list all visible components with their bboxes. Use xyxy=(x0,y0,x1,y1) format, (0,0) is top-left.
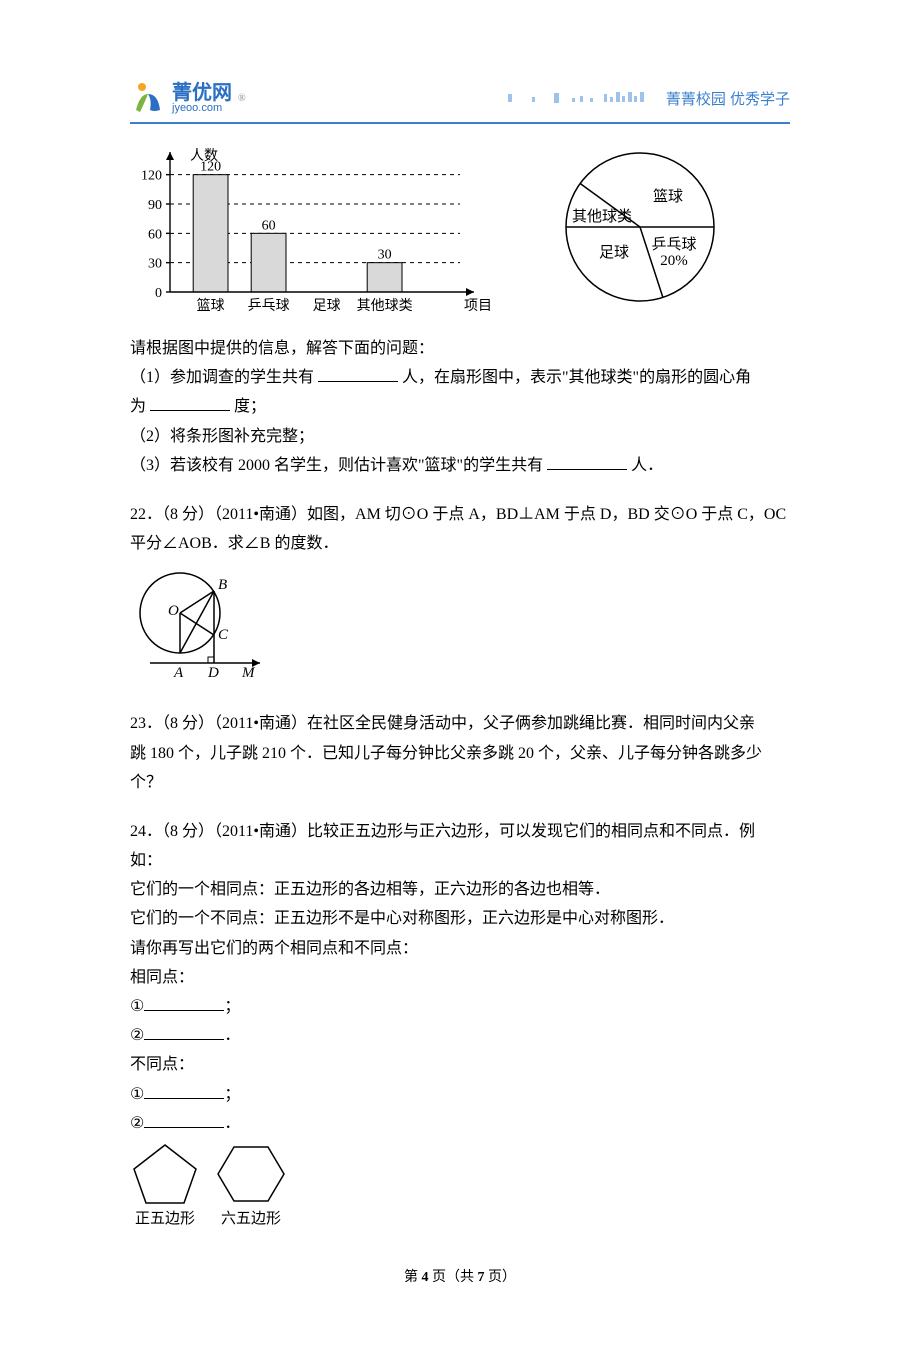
svg-text:60: 60 xyxy=(148,227,162,242)
q21-part2: （2）将条形图补充完整； xyxy=(130,423,790,450)
svg-text:足球: 足球 xyxy=(599,244,629,261)
q24-same-2: ②． xyxy=(130,1022,790,1049)
hexagon-item: 六五边形 xyxy=(214,1141,288,1228)
page-number: 4 xyxy=(422,1270,429,1285)
label-A: A xyxy=(173,665,184,681)
pie-chart: 篮球乒乓球20% 足球 其他球类 xyxy=(530,142,750,317)
svg-text:0: 0 xyxy=(155,286,162,301)
hexagon-label: 六五边形 xyxy=(221,1207,281,1228)
bar-chart: 0306090120120篮球60乒乓球足球30其他球类人数项目 xyxy=(130,142,490,327)
q24-line2: 如： xyxy=(130,847,790,874)
q23-line2: 跳 180 个，儿子跳 210 个．已知儿子每分钟比父亲多跳 20 个，父亲、儿… xyxy=(130,740,790,767)
svg-text:120: 120 xyxy=(141,169,162,184)
logo-text: 菁优网 jyeoo.com xyxy=(172,83,232,114)
logo-cn: 菁优网 xyxy=(172,83,232,103)
svg-text:乒乓球: 乒乓球 xyxy=(651,236,696,253)
label-M: M xyxy=(241,665,256,681)
q22: 22．（8 分）（2011•南通）如图，AM 切⊙O 于点 A，BD⊥AM 于点… xyxy=(130,501,790,688)
pentagon-item: 正五边形 xyxy=(130,1141,200,1228)
q24-instr: 请你再写出它们的两个相同点和不同点： xyxy=(130,935,790,962)
label-B: B xyxy=(218,577,227,593)
page-root: 菁优网 jyeoo.com ® xyxy=(0,0,920,1346)
svg-text:30: 30 xyxy=(378,248,392,263)
q24-same-hdr: 相同点： xyxy=(130,964,790,991)
blank-student-count xyxy=(318,365,398,382)
q21-intro: 请根据图中提供的信息，解答下面的问题： xyxy=(130,335,790,362)
q24-diff-1: ①； xyxy=(130,1081,790,1108)
q22-line1: 22．（8 分）（2011•南通）如图，AM 切⊙O 于点 A，BD⊥AM 于点… xyxy=(130,501,790,528)
blank-basketball-count xyxy=(547,453,627,470)
label-D: D xyxy=(207,665,219,681)
q24-diff-2: ②． xyxy=(130,1110,790,1137)
q24: 24．（8 分）（2011•南通）比较正五边形与正六边形，可以发现它们的相同点和… xyxy=(130,818,790,1228)
q22-figure: O B C A D M xyxy=(130,563,790,688)
q24-same-1: ①； xyxy=(130,993,790,1020)
svg-text:30: 30 xyxy=(148,257,162,272)
q23: 23．（8 分）（2011•南通）在社区全民健身活动中，父子俩参加跳绳比赛．相同… xyxy=(130,710,790,796)
q21-part1-cont: 为 度； xyxy=(130,393,790,420)
label-O: O xyxy=(168,603,179,619)
page-footer: 第 4 页（共 7 页） xyxy=(130,1266,790,1286)
logo-area: 菁优网 jyeoo.com ® xyxy=(130,80,246,116)
blank-same-2 xyxy=(144,1023,224,1040)
header-dots-icon xyxy=(508,88,658,108)
q21-text: 请根据图中提供的信息，解答下面的问题： （1）参加调查的学生共有 人，在扇形图中… xyxy=(130,335,790,479)
q21-part3: （3）若该校有 2000 名学生，则估计喜欢"篮球"的学生共有 人． xyxy=(130,452,790,479)
blank-angle xyxy=(150,394,230,411)
svg-text:项目: 项目 xyxy=(464,299,490,314)
svg-text:90: 90 xyxy=(148,198,162,213)
q22-line2: 平分∠AOB．求∠B 的度数． xyxy=(130,530,790,557)
pentagon-icon xyxy=(130,1141,200,1207)
q23-line3: 个？ xyxy=(130,769,790,796)
blank-diff-1 xyxy=(144,1082,224,1099)
svg-text:篮球: 篮球 xyxy=(197,298,225,314)
page-header: 菁优网 jyeoo.com ® xyxy=(130,80,790,124)
charts-row: 0306090120120篮球60乒乓球足球30其他球类人数项目 篮球乒乓球20… xyxy=(130,142,790,327)
q21-part1: （1）参加调查的学生共有 人，在扇形图中，表示"其他球类"的扇形的圆心角 xyxy=(130,364,790,391)
pentagon-label: 正五边形 xyxy=(135,1207,195,1228)
svg-text:人数: 人数 xyxy=(190,148,218,164)
page-total: 7 xyxy=(478,1270,485,1285)
tagline-area: 菁菁校园 优秀学子 xyxy=(508,88,790,109)
q24-same-ex: 它们的一个相同点：正五边形的各边相等，正六边形的各边也相等． xyxy=(130,876,790,903)
svg-text:20%: 20% xyxy=(660,253,688,269)
svg-text:足球: 足球 xyxy=(313,298,341,314)
label-C: C xyxy=(218,627,229,643)
hexagon-icon xyxy=(214,1141,288,1207)
registered-icon: ® xyxy=(238,93,246,104)
blank-same-1 xyxy=(144,994,224,1011)
q23-line1: 23．（8 分）（2011•南通）在社区全民健身活动中，父子俩参加跳绳比赛．相同… xyxy=(130,710,790,737)
blank-diff-2 xyxy=(144,1111,224,1128)
q24-line1: 24．（8 分）（2011•南通）比较正五边形与正六边形，可以发现它们的相同点和… xyxy=(130,818,790,845)
logo-en: jyeoo.com xyxy=(172,103,232,114)
q24-diff-hdr: 不同点： xyxy=(130,1051,790,1078)
svg-text:60: 60 xyxy=(262,218,276,233)
logo-icon xyxy=(130,80,166,116)
polygons-row: 正五边形 六五边形 xyxy=(130,1141,790,1228)
svg-text:其他球类: 其他球类 xyxy=(357,298,413,314)
header-tagline: 菁菁校园 优秀学子 xyxy=(666,88,790,109)
q24-diff-ex: 它们的一个不同点：正五边形不是中心对称图形，正六边形是中心对称图形． xyxy=(130,905,790,932)
svg-text:其他球类: 其他球类 xyxy=(572,208,632,225)
svg-text:篮球: 篮球 xyxy=(653,187,683,205)
svg-text:乒乓球: 乒乓球 xyxy=(248,298,290,314)
